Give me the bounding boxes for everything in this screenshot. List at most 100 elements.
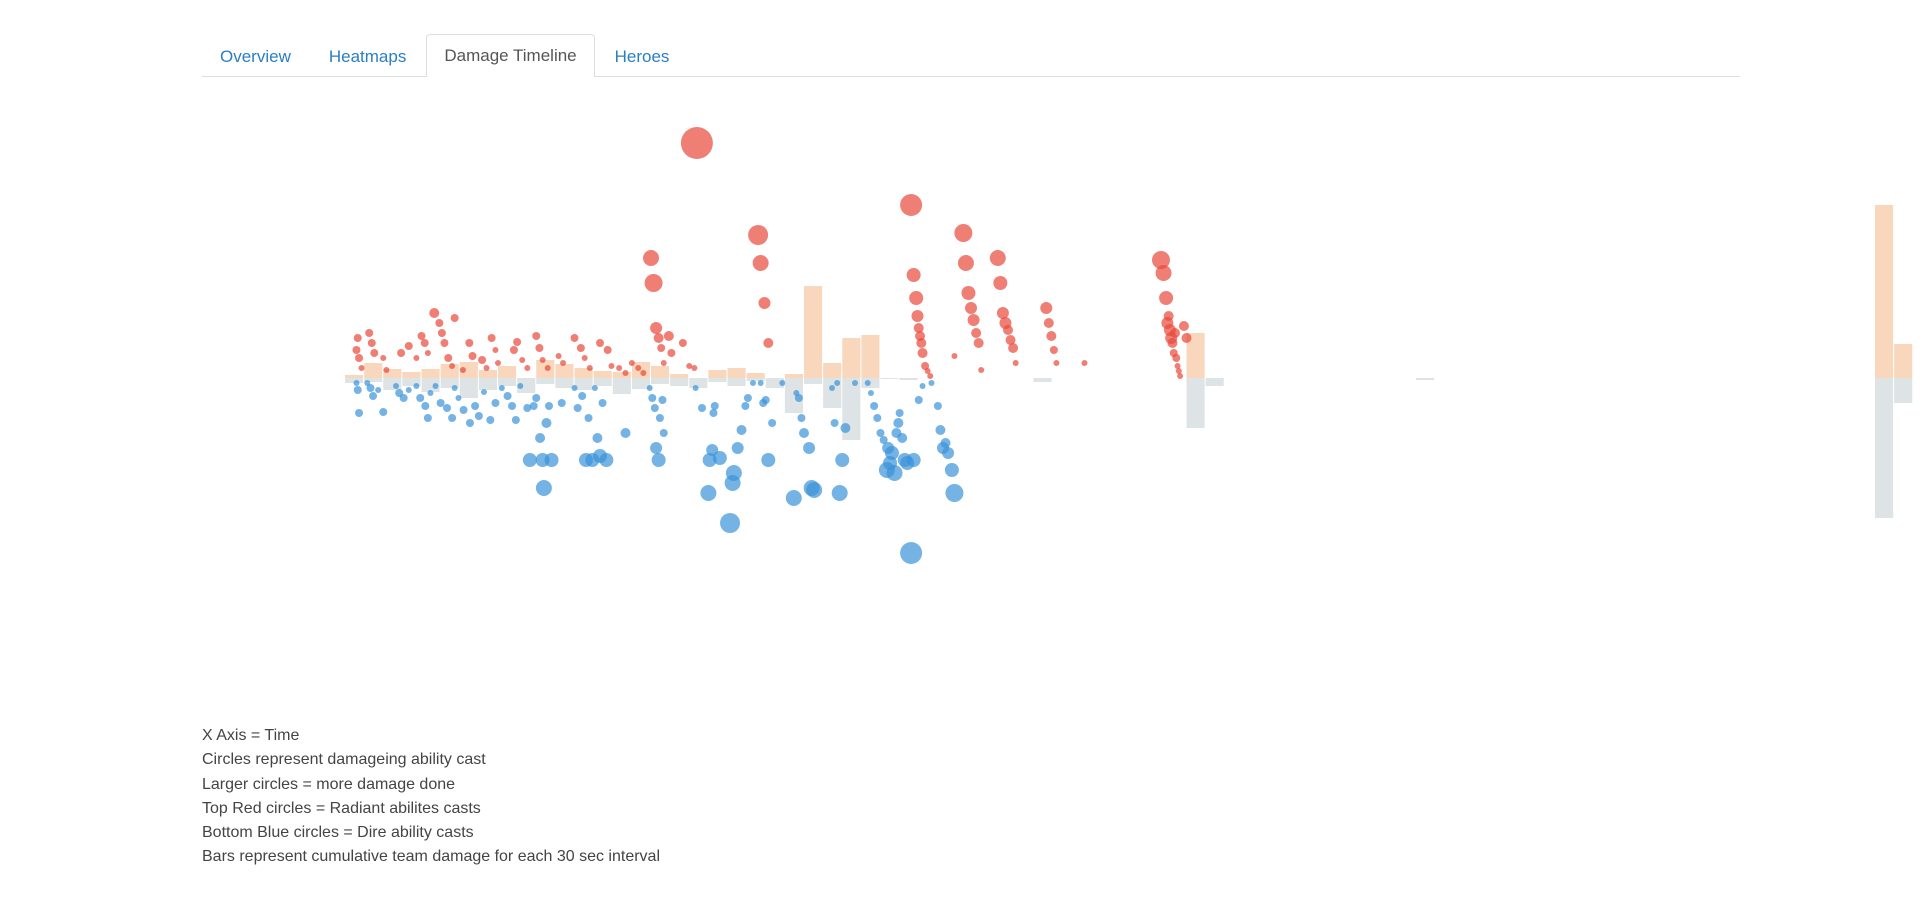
legend-x-axis: X Axis = Time [202, 727, 300, 744]
dire-cast-circle [831, 485, 848, 501]
radiant-cast-circle [691, 365, 698, 371]
radiant-cast-circle [355, 354, 364, 362]
radiant-cast-circle [509, 346, 518, 354]
dire-cast-circle [659, 429, 668, 437]
radiant-cast-circle [596, 339, 604, 347]
radiant-cast-circle [417, 332, 426, 340]
dire-cast-circle [779, 380, 786, 386]
radiant-cast-circle [1005, 335, 1016, 345]
radiant-cast-circle [450, 314, 459, 322]
dire-cast-circle [867, 390, 874, 396]
dire-damage-bar [708, 378, 727, 382]
radiant-cast-circle [971, 328, 982, 338]
radiant-damage-bar [364, 363, 383, 378]
radiant-cast-circle [495, 360, 501, 366]
dire-cast-circle [944, 463, 959, 477]
radiant-cast-circle [616, 365, 623, 371]
radiant-cast-circle [748, 225, 769, 245]
dire-cast-circle [834, 380, 841, 386]
radiant-damage-bar [1875, 205, 1894, 378]
radiant-cast-circle [603, 346, 612, 354]
tab-heroes[interactable]: Heroes [614, 47, 670, 66]
dire-cast-circle [835, 453, 850, 467]
dire-cast-circle [900, 542, 923, 564]
dire-damage-bar [746, 378, 765, 381]
dire-damage-bar [765, 378, 784, 388]
dire-cast-circle [710, 402, 719, 410]
radiant-damage-bar [1894, 344, 1913, 378]
dire-cast-circle [879, 436, 888, 444]
dire-cast-circle [799, 428, 809, 438]
dire-cast-circle [573, 404, 582, 412]
radiant-cast-circle [424, 350, 431, 356]
radiant-cast-circle [678, 339, 687, 347]
dire-damage-bar [536, 378, 555, 384]
tab-damage-timeline[interactable]: Damage Timeline [426, 34, 595, 77]
dire-cast-circle [720, 513, 741, 533]
radiant-damage-bar [574, 368, 593, 378]
dire-cast-circle [592, 433, 603, 443]
radiant-cast-circle [965, 302, 978, 314]
dire-cast-circle [471, 402, 480, 410]
dire-cast-circle [942, 447, 955, 459]
tab-overview[interactable]: Overview [220, 47, 291, 66]
dire-damage-bar [593, 378, 612, 386]
tab-heatmaps[interactable]: Heatmaps [328, 47, 407, 66]
radiant-cast-circle [663, 331, 674, 341]
dire-damage-bar [651, 378, 670, 384]
dire-cast-circle [486, 416, 495, 424]
dire-cast-circle [557, 399, 566, 407]
dire-cast-circle [436, 399, 445, 407]
radiant-damage-bar [670, 374, 689, 378]
dire-cast-circle [940, 438, 951, 448]
dire-cast-circle [895, 409, 904, 417]
dire-damage-bar [899, 378, 918, 380]
dire-cast-circle [620, 428, 631, 438]
radiant-cast-circle [1046, 331, 1057, 341]
dire-damage-bar [670, 378, 689, 386]
dire-cast-circle [523, 404, 532, 412]
radiant-cast-circle [906, 268, 921, 282]
dire-cast-circle [873, 414, 882, 422]
radiant-cast-circle [644, 274, 663, 292]
radiant-cast-circle [1081, 360, 1088, 366]
dire-damage-bar [1033, 378, 1052, 382]
radiant-cast-circle [993, 276, 1008, 290]
dire-cast-circle [416, 394, 425, 402]
dire-cast-circle [893, 418, 904, 428]
dire-cast-circle [511, 416, 520, 424]
radiant-cast-circle [492, 347, 499, 353]
dire-cast-circle [353, 380, 360, 386]
dire-damage-bar [555, 378, 574, 388]
dire-cast-circle [498, 385, 505, 391]
legend-circle-size: Larger circles = more damage done [202, 775, 456, 793]
dire-cast-circle [517, 383, 524, 389]
dire-damage-bar [631, 378, 650, 389]
dire-cast-circle [598, 399, 607, 407]
dire-cast-circle [355, 409, 364, 417]
radiant-cast-circle [957, 255, 974, 271]
radiant-cast-circle [1003, 325, 1013, 335]
dire-damage-bar [689, 378, 708, 388]
radiant-cast-circle [961, 286, 976, 300]
radiant-damage-bar [555, 364, 574, 378]
radiant-cast-circle [635, 365, 642, 371]
radiant-cast-circle [532, 332, 541, 340]
dire-cast-circle [785, 490, 802, 506]
dire-cast-circle [731, 442, 744, 454]
dire-cast-circle [459, 406, 468, 414]
dire-cast-circle [423, 414, 432, 422]
dire-cast-circle [655, 414, 664, 422]
radiant-cast-circle [927, 373, 934, 379]
radiant-cast-circle [1008, 343, 1019, 353]
dire-cast-circle [928, 380, 935, 386]
radiant-cast-circle [1177, 373, 1184, 379]
dire-cast-circle [451, 385, 458, 391]
radiant-cast-circle [643, 250, 659, 266]
legend-dire: Bottom Blue circles = Dire ability casts [202, 824, 474, 842]
dire-cast-circle [914, 396, 923, 404]
dire-cast-circle [465, 419, 474, 427]
radiant-cast-circle [440, 339, 449, 347]
dire-cast-circle [648, 394, 657, 402]
dire-cast-circle [886, 465, 903, 481]
